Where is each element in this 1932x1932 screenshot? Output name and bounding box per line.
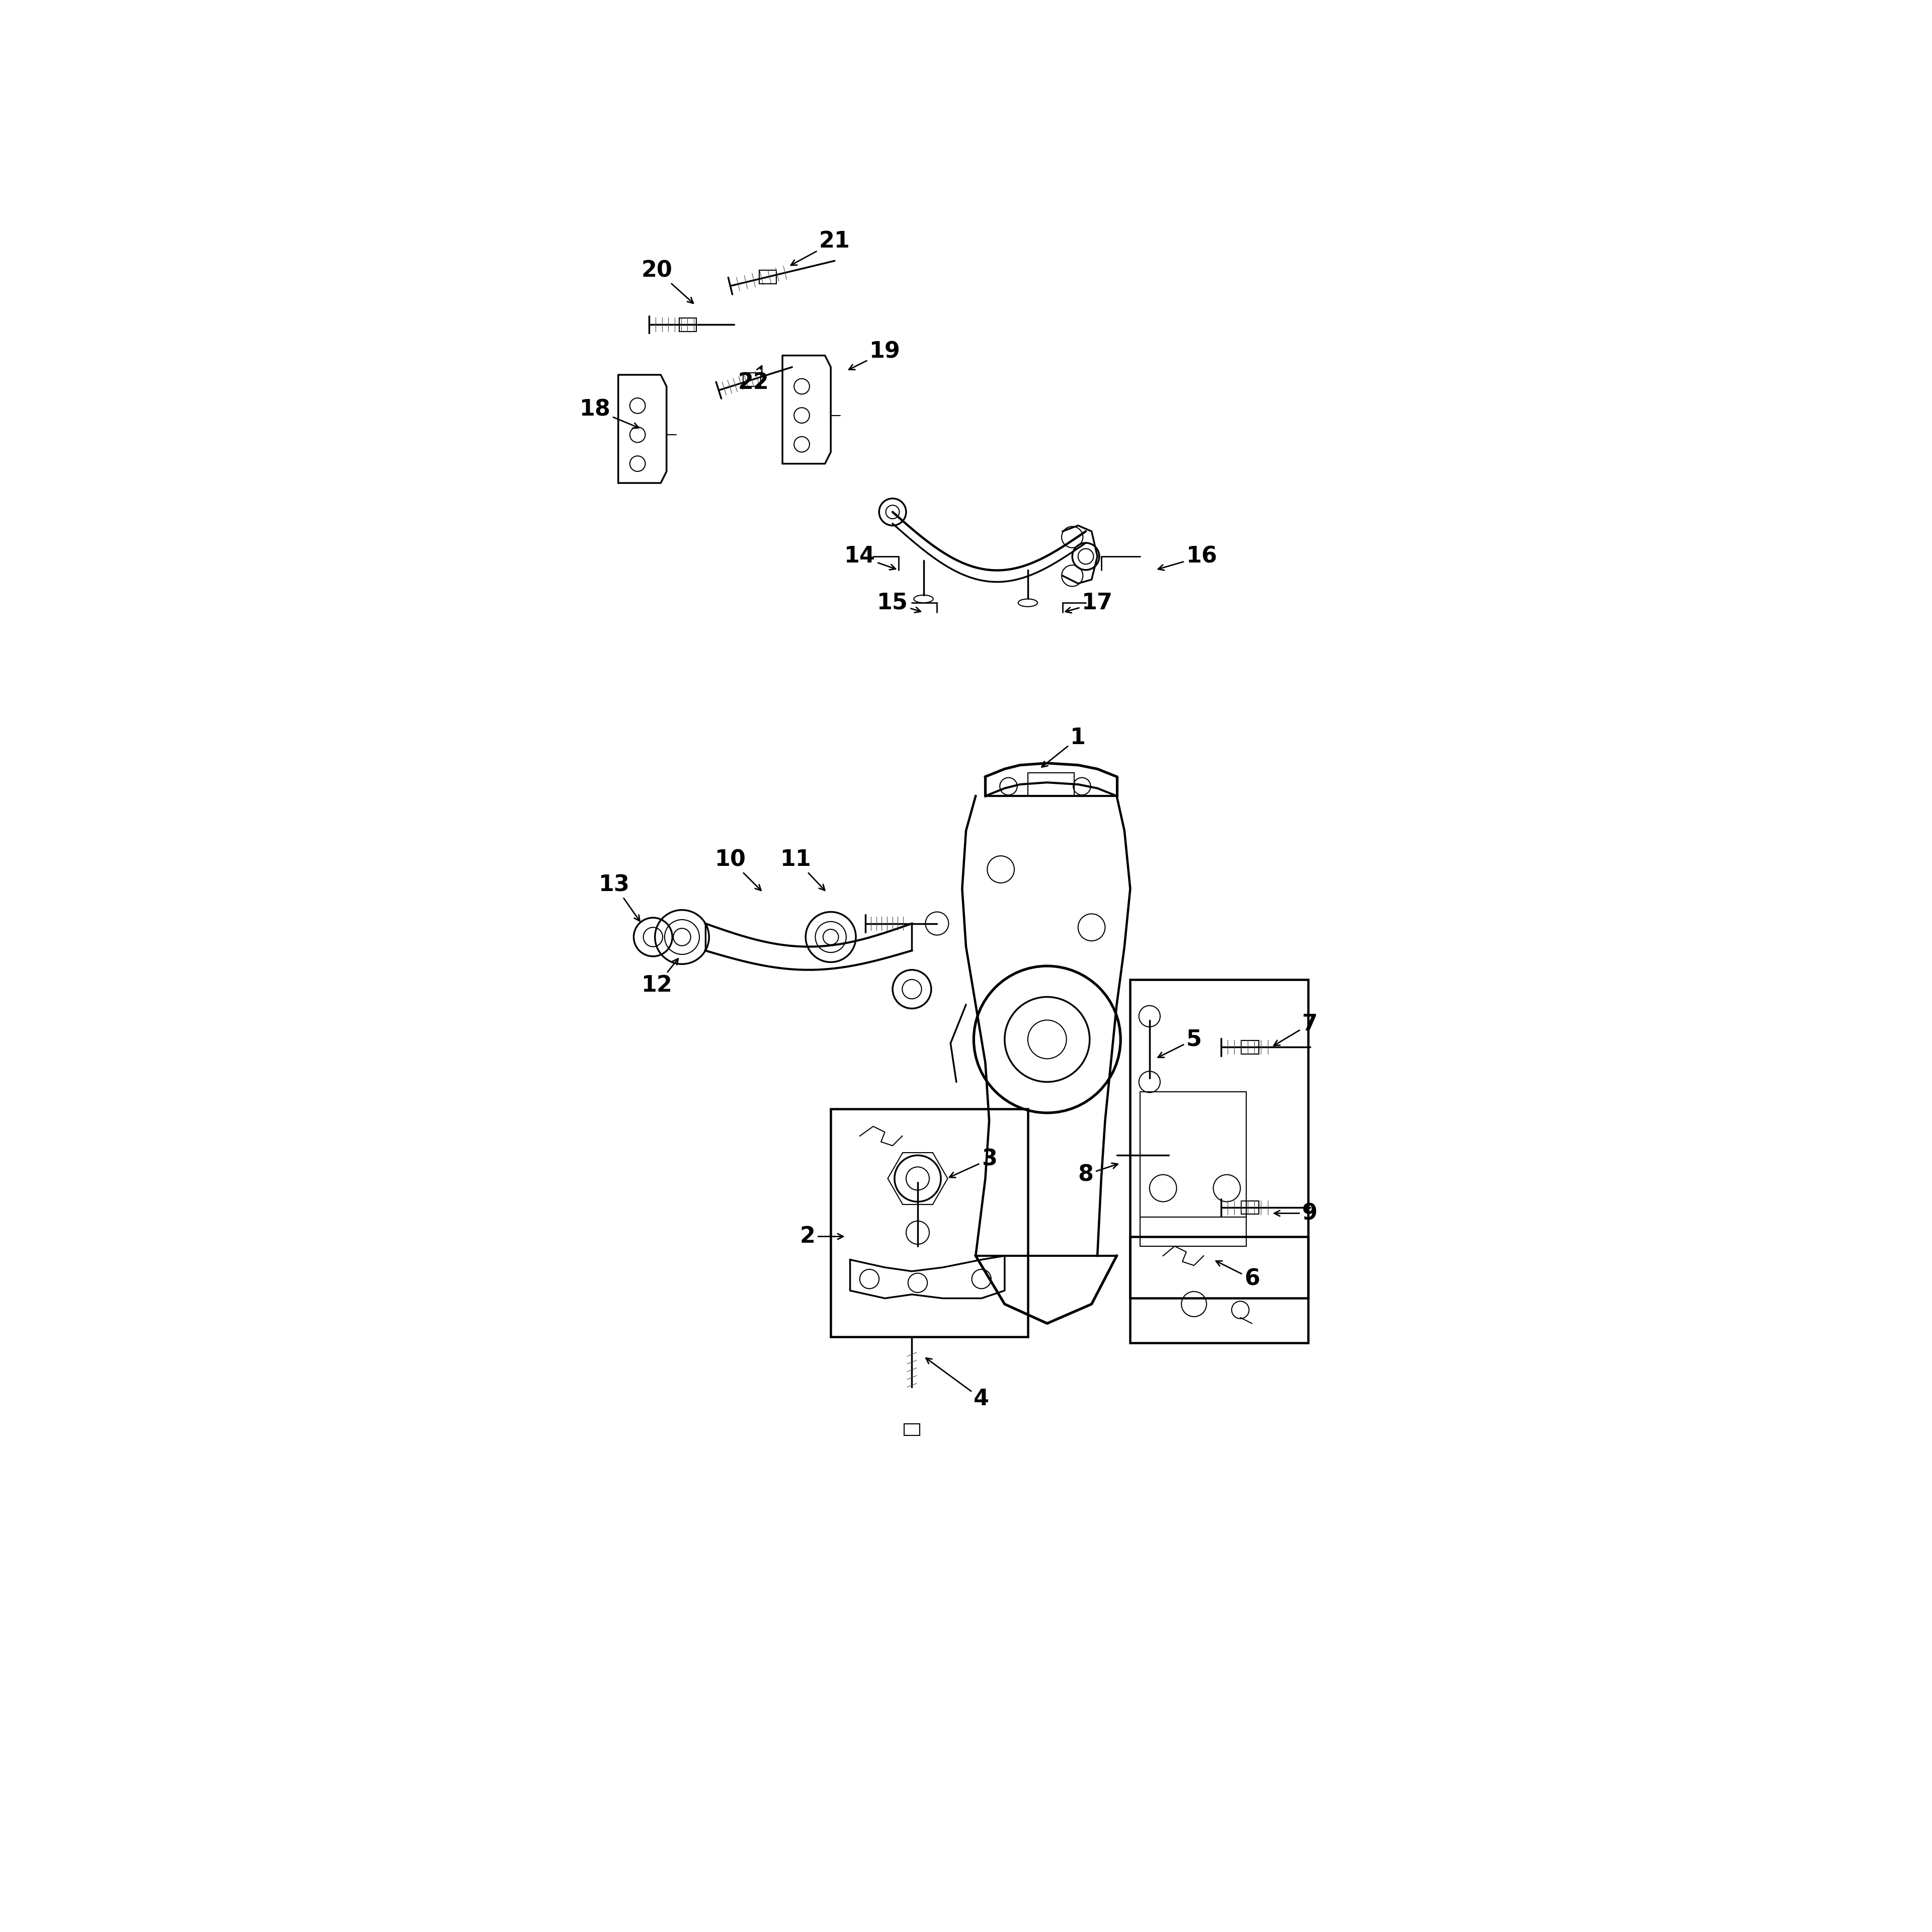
Bar: [831, 1109, 1028, 1337]
Bar: [1240, 1202, 1260, 1215]
Text: 9: 9: [1275, 1202, 1318, 1225]
Text: 6: 6: [1215, 1262, 1260, 1291]
Text: 8: 8: [1078, 1163, 1119, 1186]
Text: 1: 1: [1041, 726, 1086, 767]
Text: 11: 11: [781, 848, 825, 891]
Bar: [1028, 773, 1074, 796]
Text: 20: 20: [641, 259, 694, 303]
Text: 17: 17: [1065, 591, 1113, 614]
Text: 21: 21: [790, 230, 850, 265]
Text: 22: 22: [738, 365, 769, 394]
Bar: [1130, 1236, 1308, 1343]
Text: 2: 2: [800, 1225, 842, 1248]
Bar: [1240, 1039, 1260, 1055]
Text: 13: 13: [599, 873, 639, 922]
Text: 7: 7: [1273, 1012, 1318, 1045]
Text: 14: 14: [844, 545, 896, 570]
Text: 15: 15: [877, 591, 922, 614]
Bar: [680, 317, 696, 332]
Text: 18: 18: [580, 398, 639, 429]
Text: 19: 19: [848, 340, 900, 369]
Text: 10: 10: [715, 848, 761, 891]
Bar: [1130, 980, 1308, 1298]
Bar: [904, 1424, 920, 1435]
Text: 5: 5: [1157, 1028, 1202, 1057]
Bar: [744, 373, 761, 386]
Bar: [759, 270, 777, 284]
Text: 16: 16: [1157, 545, 1217, 570]
Text: 4: 4: [925, 1358, 989, 1410]
Text: 3: 3: [949, 1148, 997, 1177]
Bar: [1140, 1092, 1246, 1246]
Text: 12: 12: [641, 958, 678, 997]
